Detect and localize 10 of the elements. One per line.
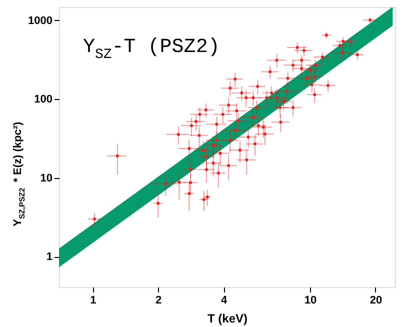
x-tick-label: 4 [220,294,228,306]
y-tick-label: 10 [40,172,52,184]
x-tick-label: 2 [156,294,162,306]
y-tick-label: 100 [34,94,52,106]
x-tick-label: 20 [370,294,382,306]
x-tick-label: 1 [90,294,96,306]
y-tick-label: 1 [46,251,52,264]
x-tick-label: 10 [304,294,317,306]
y-tick-label: 1000 [28,14,52,27]
x-axis-title: T (keV) [207,312,248,326]
